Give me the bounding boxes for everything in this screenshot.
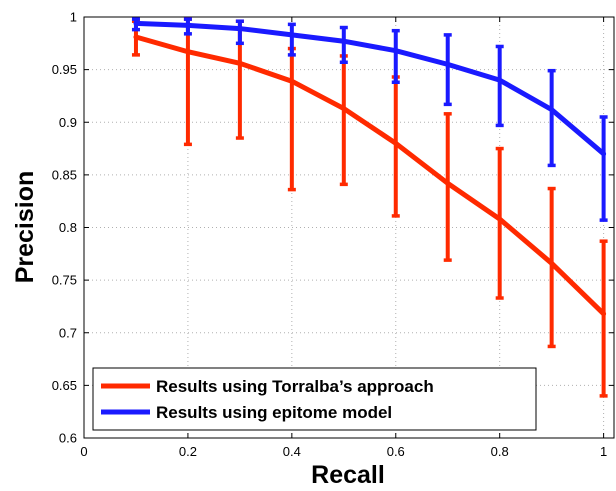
x-tick-label: 0.4	[283, 444, 301, 459]
y-tick-label: 0.9	[59, 115, 77, 130]
y-tick-label: 0.6	[59, 431, 77, 446]
x-axis-label: Recall	[311, 461, 385, 489]
series-layer	[131, 17, 608, 398]
y-tick-label: 0.65	[52, 378, 77, 393]
legend-box	[92, 367, 537, 431]
series-line	[133, 34, 607, 317]
legend-label: Results using epitome model	[156, 403, 392, 422]
legend: Results using Torralba’s approach Results…	[92, 367, 537, 431]
y-axis-label: Precision	[11, 171, 39, 284]
axes: 0 0.2 0.4 0.6 0.8 1 0.6 0.65 0.7 0.75 0.8 0.85 0.9 0.…	[52, 10, 615, 459]
x-tick-label: 1	[600, 444, 607, 459]
y-tick-label: 0.95	[52, 62, 77, 77]
y-tick-label: 1	[70, 10, 77, 25]
series-1	[131, 17, 608, 222]
x-tick-label: 0.8	[491, 444, 509, 459]
x-tick-label: 0	[80, 444, 87, 459]
legend-label: Results using Torralba’s approach	[156, 377, 434, 396]
x-tick-label: 0.2	[179, 444, 197, 459]
y-tick-label: 0.75	[52, 273, 77, 288]
y-tick-label: 0.7	[59, 325, 77, 340]
y-tick-label: 0.8	[59, 220, 77, 235]
y-tick-label: 0.85	[52, 167, 77, 182]
x-tick-label: 0.6	[387, 444, 405, 459]
series-line	[133, 20, 607, 157]
